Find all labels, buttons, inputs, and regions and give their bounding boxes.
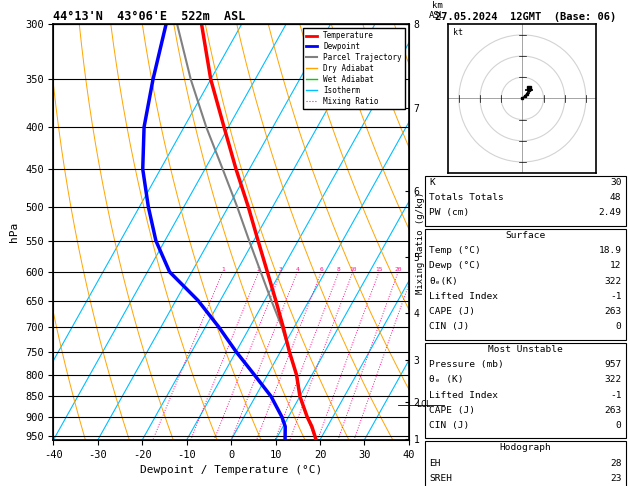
Text: Hodograph: Hodograph [499, 443, 551, 452]
Text: Dewp (°C): Dewp (°C) [429, 261, 481, 270]
Legend: Temperature, Dewpoint, Parcel Trajectory, Dry Adiabat, Wet Adiabat, Isotherm, Mi: Temperature, Dewpoint, Parcel Trajectory… [303, 28, 405, 109]
Text: PW (cm): PW (cm) [429, 208, 469, 218]
Text: 10: 10 [349, 267, 357, 272]
Text: 30: 30 [610, 178, 621, 187]
Text: 15: 15 [376, 267, 382, 272]
Text: -1: -1 [610, 391, 621, 399]
Text: 3: 3 [279, 267, 283, 272]
Text: 1: 1 [221, 267, 225, 272]
Text: 263: 263 [604, 307, 621, 316]
Text: Totals Totals: Totals Totals [429, 193, 504, 202]
Text: kt: kt [452, 28, 462, 37]
Text: EH: EH [429, 459, 440, 468]
Text: 27.05.2024  12GMT  (Base: 06): 27.05.2024 12GMT (Base: 06) [435, 12, 616, 22]
Y-axis label: hPa: hPa [9, 222, 19, 242]
Text: 0: 0 [616, 322, 621, 331]
Text: 0: 0 [616, 421, 621, 430]
X-axis label: Dewpoint / Temperature (°C): Dewpoint / Temperature (°C) [140, 465, 322, 475]
Text: Most Unstable: Most Unstable [488, 345, 562, 354]
Text: CAPE (J): CAPE (J) [429, 406, 475, 415]
Text: Mixing Ratio (g/kg): Mixing Ratio (g/kg) [416, 192, 425, 294]
Text: Pressure (mb): Pressure (mb) [429, 360, 504, 369]
Text: 6: 6 [320, 267, 323, 272]
Text: 20: 20 [394, 267, 402, 272]
Text: 12: 12 [610, 261, 621, 270]
Text: CAPE (J): CAPE (J) [429, 307, 475, 316]
Text: 18.9: 18.9 [598, 246, 621, 255]
Text: 44°13'N  43°06'E  522m  ASL: 44°13'N 43°06'E 522m ASL [53, 10, 246, 23]
Text: Lifted Index: Lifted Index [429, 292, 498, 301]
Text: LCL: LCL [416, 400, 431, 409]
Text: -1: -1 [610, 292, 621, 301]
Text: km
ASL: km ASL [429, 1, 445, 20]
Text: CIN (J): CIN (J) [429, 322, 469, 331]
Text: 8: 8 [337, 267, 341, 272]
Text: θₑ(K): θₑ(K) [429, 277, 458, 286]
Text: 322: 322 [604, 375, 621, 384]
Text: 23: 23 [610, 474, 621, 483]
Text: 263: 263 [604, 406, 621, 415]
Text: Temp (°C): Temp (°C) [429, 246, 481, 255]
Text: 28: 28 [610, 459, 621, 468]
Text: 957: 957 [604, 360, 621, 369]
Text: 4: 4 [296, 267, 299, 272]
Text: 2.49: 2.49 [598, 208, 621, 218]
Text: 2: 2 [257, 267, 260, 272]
Text: Surface: Surface [505, 231, 545, 240]
Text: 48: 48 [610, 193, 621, 202]
Text: 322: 322 [604, 277, 621, 286]
Text: K: K [429, 178, 435, 187]
Text: SREH: SREH [429, 474, 452, 483]
Text: θₑ (K): θₑ (K) [429, 375, 464, 384]
Text: Lifted Index: Lifted Index [429, 391, 498, 399]
Text: CIN (J): CIN (J) [429, 421, 469, 430]
